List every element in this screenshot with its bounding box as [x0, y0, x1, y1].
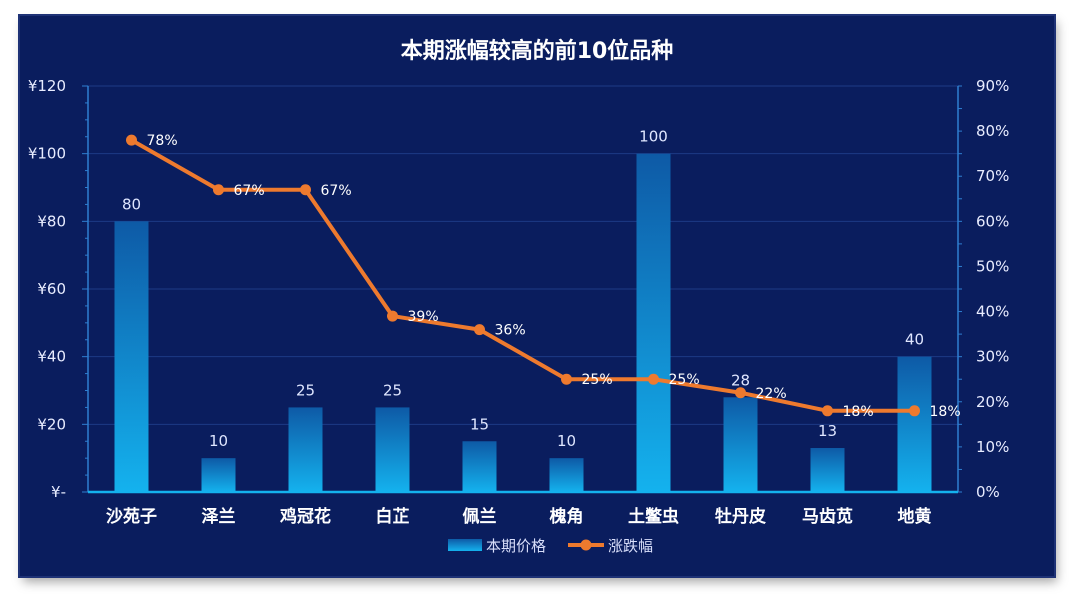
legend-bar-label: 本期价格: [486, 537, 546, 555]
bar: [375, 407, 410, 492]
pct-value-label: 67%: [234, 183, 265, 199]
pct-point: [126, 134, 137, 146]
pct-value-label: 39%: [408, 309, 439, 325]
bar-value-label: 10: [209, 432, 228, 450]
right-axis-tick-label: 70%: [976, 167, 1009, 185]
bar: [462, 441, 497, 492]
category-label: 牡丹皮: [715, 506, 766, 527]
combo-chart: 本期涨幅较高的前10位品种 ¥- ¥20 ¥40 ¥60 ¥80 ¥100 ¥120 0% 10…: [28, 38, 1010, 555]
pct-point: [648, 373, 659, 385]
category-label: 鸡冠花: [279, 506, 331, 527]
category-label: 白芷: [376, 506, 410, 527]
axes: ¥- ¥20 ¥40 ¥60 ¥80 ¥100 ¥120 0% 10% 20% 30% 40% 50% 6…: [28, 77, 1010, 527]
pct-value-label: 22%: [756, 386, 787, 402]
pct-point: [735, 387, 746, 399]
bar: [723, 397, 758, 492]
category-label: 泽兰: [202, 506, 236, 527]
chart-frame: 本期涨幅较高的前10位品种 ¥- ¥20 ¥40 ¥60 ¥80 ¥100 ¥120 0% 10…: [20, 16, 1054, 576]
pct-value-label: 67%: [321, 183, 352, 199]
left-axis-tick-label: ¥80: [37, 212, 66, 230]
left-axis-tick-label: ¥40: [37, 348, 66, 366]
bar: [897, 356, 932, 492]
pct-point: [474, 324, 485, 336]
right-axis-tick-label: 50%: [976, 257, 1009, 275]
bar-value-label: 25: [296, 381, 315, 399]
pct-value-label: 36%: [495, 323, 526, 339]
bar-value-label: 100: [639, 128, 668, 146]
pct-point: [300, 184, 311, 196]
bar-value-label: 80: [122, 195, 141, 213]
legend-line-label: 涨跌幅: [608, 537, 653, 555]
legend: 本期价格 涨跌幅: [448, 537, 653, 555]
left-axis-tick-label: ¥20: [37, 415, 66, 433]
line-series: [126, 134, 920, 417]
bar-value-label: 13: [818, 422, 837, 440]
pct-value-label: 25%: [669, 372, 700, 388]
bar: [636, 153, 671, 492]
category-label: 马齿苋: [802, 506, 853, 527]
pct-value-label: 18%: [930, 404, 961, 420]
pct-line: [130, 138, 915, 413]
bar-value-label: 15: [470, 415, 489, 433]
bar-series: [114, 153, 932, 493]
legend-line-marker: [580, 539, 592, 551]
bar: [810, 448, 845, 492]
legend-bar-swatch: [448, 539, 482, 551]
bar-value-label: 10: [557, 432, 576, 450]
left-axis-tick-label: ¥-: [51, 483, 66, 501]
category-label: 土鳖虫: [628, 506, 679, 527]
pct-value-label: 25%: [582, 372, 613, 388]
left-axis-tick-label: ¥60: [37, 280, 66, 298]
bar: [114, 221, 149, 493]
right-axis-tick-label: 40%: [976, 303, 1009, 321]
bar-value-label: 25: [383, 381, 402, 399]
bar-value-label: 40: [905, 331, 924, 349]
grid-lines: [88, 85, 958, 425]
bar: [549, 458, 584, 492]
right-axis-tick-label: 20%: [976, 393, 1009, 411]
bar: [288, 407, 323, 492]
left-axis-tick-label: ¥120: [28, 77, 66, 95]
right-axis-tick-label: 60%: [976, 212, 1009, 230]
category-label: 地黄: [898, 506, 932, 527]
bar: [201, 458, 236, 492]
chart-title: 本期涨幅较高的前10位品种: [401, 38, 674, 64]
pct-point: [387, 310, 398, 322]
pct-point: [822, 405, 833, 417]
left-axis-tick-label: ¥100: [28, 145, 66, 163]
right-axis-tick-label: 0%: [976, 483, 1000, 501]
category-label: 沙苑子: [106, 506, 157, 527]
bar-value-label: 28: [731, 371, 750, 389]
pct-value-label: 78%: [147, 133, 178, 149]
right-axis-tick-label: 80%: [976, 122, 1009, 140]
pct-value-label: 18%: [843, 404, 874, 420]
pct-point: [561, 373, 572, 385]
right-axis-tick-label: 30%: [976, 348, 1009, 366]
data-labels: 80 10 25 25 15 10 100 28 13 40 78% 67% 67% 39% 36% 25% 2…: [122, 128, 961, 450]
right-axis-tick-label: 10%: [976, 438, 1009, 456]
category-label: 槐角: [549, 506, 584, 527]
pct-point: [213, 184, 224, 196]
category-label: 佩兰: [463, 506, 497, 527]
right-axis-tick-label: 90%: [976, 77, 1009, 95]
pct-point: [909, 405, 920, 417]
